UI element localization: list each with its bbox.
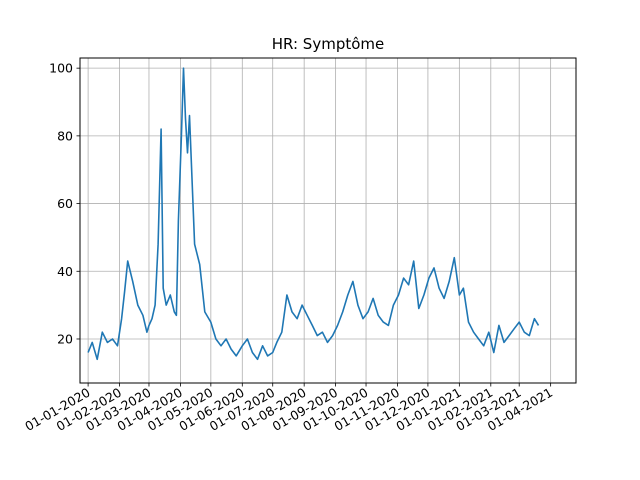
y-axis: 20 40 60 80 100	[49, 61, 80, 346]
series-line	[87, 67, 540, 361]
y-tick-label: 100	[49, 61, 73, 76]
y-tick-label: 20	[57, 331, 73, 346]
series-layer	[87, 67, 540, 361]
x-axis: 01-01-202001-02-202001-03-202001-04-2020…	[22, 383, 555, 434]
plot-frame	[79, 57, 577, 384]
y-tick-label: 40	[57, 264, 73, 279]
y-tick-label: 80	[57, 128, 73, 143]
chart-title: HR: Symptôme	[272, 35, 385, 53]
y-tick-label: 60	[57, 196, 73, 211]
